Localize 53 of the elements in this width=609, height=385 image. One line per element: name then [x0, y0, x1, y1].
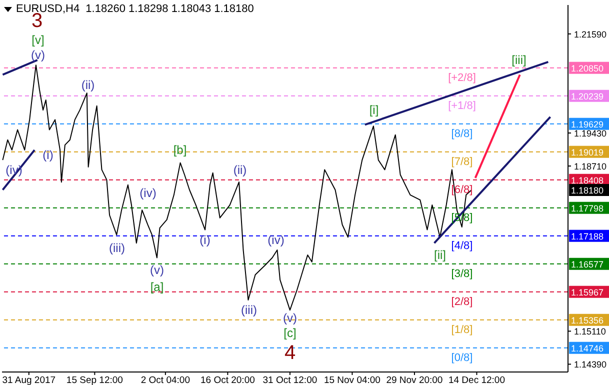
annotation: [+1/8]	[448, 100, 476, 112]
annotation: [ii]	[434, 248, 446, 262]
annotation: [v]	[32, 33, 44, 48]
annotation: (ii)	[233, 163, 247, 178]
ref-line-label: 1.15967	[571, 287, 604, 298]
annotation: [1/8]	[451, 324, 473, 336]
x-tick-label: 2 Oct 04:00	[140, 375, 190, 385]
x-tick-label: 31 Oct 12:00	[262, 375, 318, 385]
annotation: (iii)	[109, 241, 125, 256]
annotation: [4/8]	[451, 240, 473, 252]
annotation: (iv)	[140, 186, 156, 200]
annotation: [2/8]	[451, 296, 473, 308]
x-tick-label: 29 Nov 20:00	[386, 375, 443, 385]
annotation: [3/8]	[451, 268, 473, 280]
annotation: (v)	[31, 48, 45, 62]
ref-line-label: 1.19019	[571, 147, 604, 158]
annotation: [+2/8]	[448, 72, 476, 84]
annotation: (ii)	[81, 78, 95, 92]
ref-line-label: 1.14746	[571, 343, 604, 354]
annotation: (i)	[42, 148, 54, 162]
annotation: [b]	[173, 143, 187, 158]
annotation: 4	[284, 342, 296, 364]
annotation: [7/8]	[451, 156, 473, 168]
y-tick-label: 1.15110	[574, 326, 606, 337]
annotation: [a]	[150, 280, 164, 294]
ref-line-label: 1.15356	[571, 315, 604, 326]
annotation: (iv)	[268, 233, 284, 248]
y-tick-label: 1.18710	[574, 162, 607, 172]
x-tick-label: 15 Nov 04:00	[324, 375, 380, 385]
ref-line-label: 1.20850	[571, 63, 604, 74]
ref-line-label: 1.18408	[571, 175, 604, 186]
annotation: [8/8]	[451, 128, 473, 140]
ref-line-label: 1.17798	[571, 203, 604, 214]
annotation: (i)	[200, 233, 210, 248]
annotation: [iii]	[512, 53, 526, 68]
ref-line-label: 1.16577	[571, 259, 604, 270]
x-tick-label: 31 Aug 2017	[2, 375, 56, 385]
annotation: [0/8]	[451, 352, 473, 364]
annotation: (v)	[150, 263, 164, 278]
ref-line-label: 1.20239	[571, 91, 604, 102]
x-tick-label: 15 Sep 12:00	[66, 375, 123, 385]
ref-line-label: 1.19629	[571, 119, 604, 130]
chart-title: EURUSD,H4 1.18260 1.18298 1.18043 1.18180	[16, 3, 254, 15]
x-tick-label: 16 Oct 20:00	[200, 375, 255, 385]
y-tick-label: 1.21590	[574, 29, 607, 40]
ref-line-label: 1.17188	[571, 231, 604, 242]
y-tick-label: 1.19430	[574, 128, 607, 138]
text: 1.18180	[571, 186, 604, 196]
y-tick-label: 1.14390	[574, 360, 607, 370]
annotation: [i]	[369, 103, 379, 118]
annotation: (iii)	[241, 303, 257, 318]
x-tick-label: 14 Dec 12:00	[448, 375, 505, 385]
annotation: [c]	[284, 326, 296, 340]
